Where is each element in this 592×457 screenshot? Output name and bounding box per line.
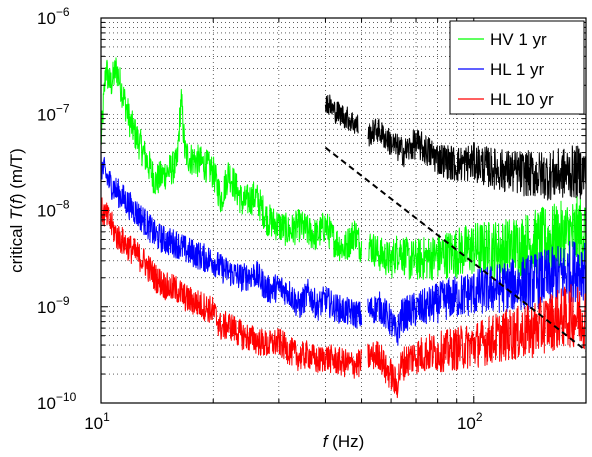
series-line-black-segment-1: [367, 118, 587, 201]
x-tick-label: 101: [84, 410, 110, 433]
y-axis-label-unit: ) (m/T): [7, 148, 26, 199]
y-axis-label-paren: (: [7, 204, 26, 210]
x-tick-label: 102: [457, 410, 483, 433]
y-axis-label-symbol: T: [7, 208, 26, 220]
tick-layer: 101 102 10−10 10−9 10−8 10−7 10−6: [37, 5, 587, 433]
series-line-hl-10-yr-segment-1: [367, 284, 587, 399]
y-tick-label: 10−7: [37, 101, 70, 124]
dashed-reference-line-segment-0: [324, 146, 587, 352]
series-line-hv-1-yr-segment-0: [100, 57, 363, 263]
x-axis-label: f (Hz): [323, 432, 365, 451]
y-axis-label-prefix: critical: [7, 220, 26, 273]
y-axis-label-variable: f: [7, 197, 26, 204]
legend-label-hl-10yr: HL 10 yr: [490, 90, 554, 109]
series-line-hl-1-yr-segment-1: [367, 241, 587, 346]
series-line-hl-10-yr-segment-0: [100, 196, 363, 379]
series-layer: [100, 57, 587, 399]
series-line-black-segment-0: [324, 94, 359, 134]
y-tick-label: 10−10: [37, 390, 77, 413]
x-axis-label-unit: (Hz): [327, 432, 364, 451]
legend: HV 1 yr HL 1 yr HL 10 yr: [449, 20, 585, 115]
series-line-hl-1-yr-segment-0: [100, 150, 363, 329]
y-axis-label: critical T(f) (m/T): [7, 148, 26, 273]
legend-label-hl-1yr: HL 1 yr: [490, 60, 545, 79]
x-axis-label-symbol: f: [323, 432, 330, 451]
y-tick-label: 10−9: [37, 294, 70, 317]
y-tick-label: 10−6: [37, 5, 70, 28]
legend-label-hv-1yr: HV 1 yr: [490, 30, 547, 49]
y-tick-label: 10−8: [37, 198, 70, 221]
